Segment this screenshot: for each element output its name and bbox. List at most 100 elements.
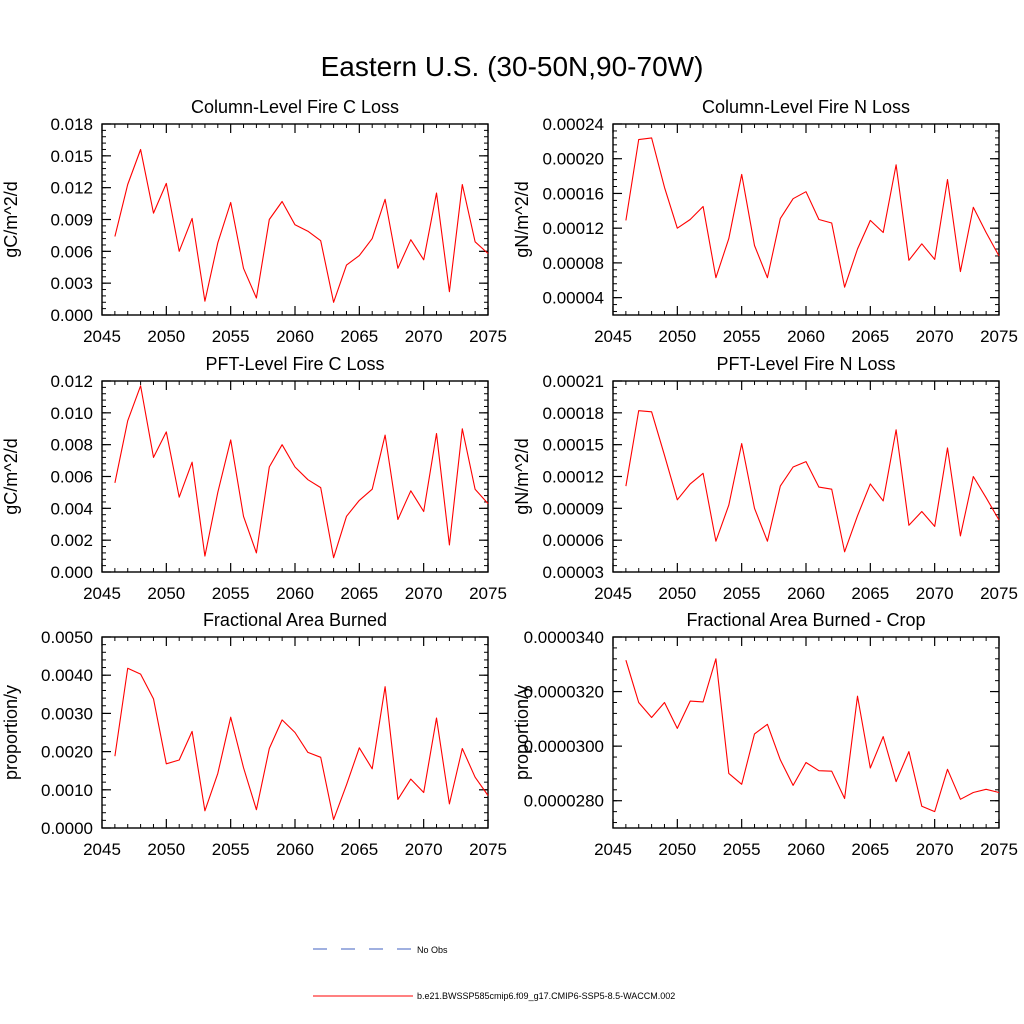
y-tick-label: 0.008 — [50, 436, 93, 455]
x-tick-label: 2060 — [787, 584, 825, 603]
x-tick-label: 2055 — [723, 327, 761, 346]
x-tick-label: 2075 — [469, 327, 507, 346]
y-tick-label: 0.0000300 — [524, 737, 604, 756]
y-tick-label: 0.00008 — [543, 254, 604, 273]
plot-frame — [101, 123, 489, 316]
y-tick-label: 0.00018 — [543, 404, 604, 423]
y-tick-label: 0.0020 — [41, 743, 93, 762]
plot-frame — [101, 380, 489, 573]
panel-title: PFT-Level Fire C Loss — [205, 354, 384, 374]
y-tick-label: 0.0050 — [41, 628, 93, 647]
y-tick-label: 0.009 — [50, 211, 93, 230]
y-tick-label: 0.018 — [50, 115, 93, 134]
y-tick-label: 0.00009 — [543, 499, 604, 518]
y-tick-label: 0.00015 — [543, 436, 604, 455]
x-tick-label: 2065 — [340, 840, 378, 859]
y-tick-label: 0.00021 — [543, 372, 604, 391]
x-tick-label: 2050 — [147, 327, 185, 346]
x-tick-label: 2055 — [212, 327, 250, 346]
x-tick-label: 2060 — [787, 840, 825, 859]
x-tick-label: 2060 — [276, 584, 314, 603]
plot-frame — [612, 636, 1000, 829]
panel-title: Fractional Area Burned — [203, 610, 387, 630]
y-tick-label: 0.0040 — [41, 666, 93, 685]
panel-title: PFT-Level Fire N Loss — [716, 354, 895, 374]
x-tick-label: 2070 — [916, 584, 954, 603]
y-tick-label: 0.0030 — [41, 704, 93, 723]
x-tick-label: 2070 — [405, 327, 443, 346]
x-tick-label: 2050 — [658, 840, 696, 859]
x-tick-label: 2065 — [340, 327, 378, 346]
x-tick-label: 2060 — [276, 327, 314, 346]
x-tick-label: 2055 — [723, 584, 761, 603]
x-tick-label: 2045 — [83, 584, 121, 603]
y-tick-label: 0.012 — [50, 372, 93, 391]
panel-4: PFT-Level Fire N Loss gN/m^2/d 2045 2050 205… — [512, 354, 1018, 603]
x-tick-label: 2070 — [916, 840, 954, 859]
x-tick-label: 2075 — [469, 840, 507, 859]
panel-1: Column-Level Fire C Loss gC/m^2/d 2045 2050… — [1, 97, 507, 346]
x-tick-label: 2070 — [405, 584, 443, 603]
y-tick-label: 0.00012 — [543, 219, 604, 238]
panel-title: Column-Level Fire N Loss — [702, 97, 910, 117]
x-tick-label: 2055 — [723, 840, 761, 859]
y-axis-label: proportion/y — [1, 685, 21, 780]
x-tick-label: 2075 — [980, 840, 1018, 859]
x-tick-label: 2060 — [787, 327, 825, 346]
y-tick-label: 0.00016 — [543, 184, 604, 203]
panel-3: PFT-Level Fire C Loss gC/m^2/d 2045 2050 205… — [1, 354, 507, 603]
y-tick-label: 0.00020 — [543, 150, 604, 169]
y-tick-label: 0.00006 — [543, 531, 604, 550]
x-tick-label: 2060 — [276, 840, 314, 859]
y-tick-label: 0.00003 — [543, 563, 604, 582]
y-tick-label: 0.0010 — [41, 781, 93, 800]
legend-label-no-obs: No Obs — [417, 945, 448, 955]
x-tick-label: 2065 — [851, 584, 889, 603]
y-tick-label: 0.000 — [50, 563, 93, 582]
x-tick-label: 2055 — [212, 584, 250, 603]
x-tick-label: 2045 — [594, 840, 632, 859]
panel-title: Column-Level Fire C Loss — [191, 97, 399, 117]
x-tick-label: 2050 — [147, 584, 185, 603]
y-axis-label: gC/m^2/d — [1, 181, 21, 257]
y-tick-label: 0.006 — [50, 242, 93, 261]
y-tick-label: 0.00004 — [543, 289, 604, 308]
x-tick-label: 2070 — [405, 840, 443, 859]
x-tick-label: 2075 — [980, 327, 1018, 346]
y-tick-label: 0.0000 — [41, 819, 93, 838]
y-tick-label: 0.006 — [50, 468, 93, 487]
y-tick-label: 0.0000280 — [524, 792, 604, 811]
x-tick-label: 2050 — [658, 584, 696, 603]
series-line — [625, 137, 1000, 288]
panel-title: Fractional Area Burned - Crop — [686, 610, 925, 630]
x-tick-label: 2045 — [83, 840, 121, 859]
series-line — [625, 410, 1000, 553]
x-tick-label: 2045 — [594, 584, 632, 603]
x-tick-label: 2050 — [147, 840, 185, 859]
y-axis-label: gC/m^2/d — [1, 438, 21, 514]
panel-6: Fractional Area Burned - Crop proportion/… — [512, 610, 1018, 859]
x-tick-label: 2065 — [851, 840, 889, 859]
series-line — [625, 658, 1000, 813]
y-tick-label: 0.004 — [50, 499, 93, 518]
x-tick-label: 2045 — [83, 327, 121, 346]
series-line — [114, 148, 489, 303]
y-tick-label: 0.000 — [50, 306, 93, 325]
y-tick-label: 0.0000340 — [524, 628, 604, 647]
y-tick-label: 0.00012 — [543, 468, 604, 487]
x-tick-label: 2065 — [851, 327, 889, 346]
y-tick-label: 0.003 — [50, 274, 93, 293]
y-tick-label: 0.010 — [50, 404, 93, 423]
y-axis-label: gN/m^2/d — [512, 181, 532, 257]
series-line — [114, 667, 489, 821]
series-line — [114, 385, 489, 559]
y-axis-label: proportion/y — [512, 685, 532, 780]
x-tick-label: 2055 — [212, 840, 250, 859]
x-tick-label: 2075 — [980, 584, 1018, 603]
y-axis-label: gN/m^2/d — [512, 438, 532, 514]
x-tick-label: 2075 — [469, 584, 507, 603]
x-tick-label: 2050 — [658, 327, 696, 346]
panel-5: Fractional Area Burned proportion/y 2045 20… — [1, 610, 507, 859]
x-tick-label: 2070 — [916, 327, 954, 346]
